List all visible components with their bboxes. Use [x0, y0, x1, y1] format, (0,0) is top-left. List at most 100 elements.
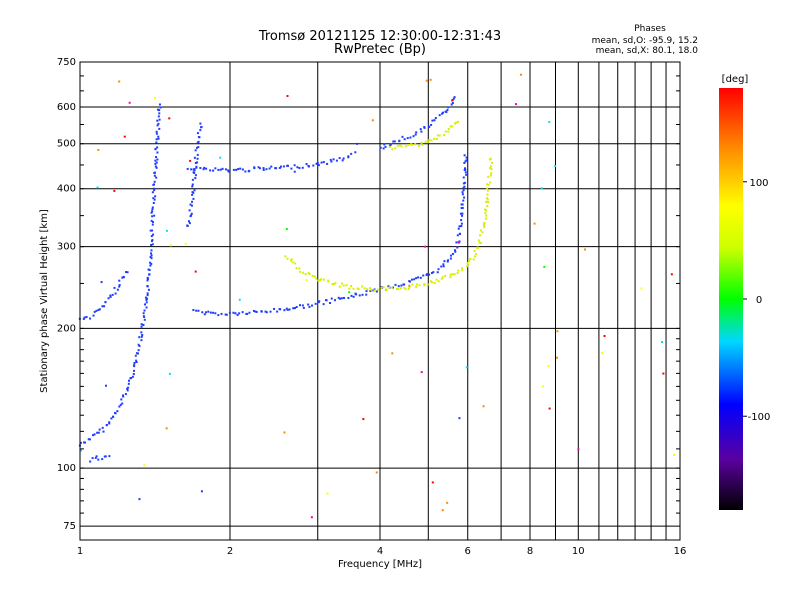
x-mode-point — [455, 121, 458, 124]
o-mode-point — [85, 316, 88, 319]
o-mode-point — [150, 257, 153, 260]
o-mode-point — [203, 166, 206, 169]
o-mode-point — [156, 119, 159, 122]
x-tick-label: 10 — [572, 546, 585, 557]
noise-point — [583, 248, 586, 251]
x-mode-point — [453, 122, 456, 125]
o-mode-point — [464, 171, 467, 174]
o-mode-point — [239, 167, 242, 170]
o-mode-point — [244, 170, 247, 173]
o-mode-point — [279, 308, 282, 311]
o-mode-point — [154, 165, 157, 168]
o-mode-point — [391, 286, 394, 289]
x-mode-point — [333, 282, 336, 285]
o-mode-point — [152, 197, 155, 200]
x-mode-point — [404, 145, 407, 148]
o-mode-point — [446, 259, 449, 262]
o-mode-point — [459, 212, 462, 215]
o-mode-point — [398, 139, 401, 142]
x-mode-point — [486, 183, 489, 186]
o-mode-point — [389, 143, 392, 146]
o-mode-point — [254, 310, 257, 313]
x-mode-point — [435, 278, 438, 281]
o-mode-point — [194, 162, 197, 165]
o-mode-point — [456, 246, 459, 249]
o-mode-point — [104, 455, 107, 458]
o-mode-point — [462, 187, 465, 190]
x-mode-point — [366, 288, 369, 291]
o-mode-point — [224, 313, 227, 316]
o-mode-point — [127, 386, 130, 389]
o-mode-point — [209, 311, 212, 314]
noise-point — [194, 270, 197, 273]
x-mode-point — [398, 144, 401, 147]
o-mode-point — [153, 174, 156, 177]
o-mode-point — [330, 160, 333, 163]
o-mode-point — [158, 103, 161, 106]
o-mode-point — [447, 106, 450, 109]
o-mode-point — [463, 185, 466, 188]
noise-point — [293, 170, 296, 173]
o-mode-point — [458, 225, 461, 228]
x-mode-point — [457, 120, 460, 123]
o-mode-point — [387, 285, 390, 288]
o-mode-point — [91, 457, 94, 460]
x-mode-point — [315, 277, 318, 280]
o-mode-point — [322, 161, 325, 164]
o-mode-point — [350, 152, 353, 155]
x-mode-point — [482, 224, 485, 227]
o-mode-point — [142, 315, 145, 318]
x-mode-point — [483, 226, 486, 229]
x-axis-label: Frequency [MHz] — [338, 559, 422, 570]
x-mode-point — [478, 241, 481, 244]
x-mode-point — [480, 242, 483, 245]
x-tick-label: 6 — [465, 546, 471, 557]
o-mode-point — [252, 309, 255, 312]
noise-point — [520, 73, 523, 76]
o-mode-point — [140, 339, 143, 342]
o-mode-point — [437, 268, 440, 271]
noise-point — [165, 229, 168, 232]
x-mode-point — [423, 283, 426, 286]
noise-point — [305, 279, 308, 282]
o-mode-point — [255, 310, 258, 313]
x-mode-point — [489, 166, 492, 169]
x-mode-point — [342, 284, 345, 287]
o-mode-point — [194, 177, 197, 180]
o-mode-point — [121, 276, 124, 279]
o-mode-point — [365, 293, 368, 296]
x-mode-point — [311, 274, 314, 277]
o-mode-point — [143, 303, 146, 306]
x-mode-point — [415, 285, 418, 288]
o-mode-point — [442, 111, 445, 114]
x-mode-point — [373, 289, 376, 292]
noise-point — [143, 464, 146, 467]
noise-point — [601, 351, 604, 354]
o-mode-point — [101, 305, 104, 308]
o-mode-point — [147, 288, 150, 291]
o-mode-point — [146, 278, 149, 281]
noise-point — [375, 471, 378, 474]
o-mode-point — [89, 460, 92, 463]
o-mode-point — [108, 455, 111, 458]
o-mode-point — [190, 204, 193, 207]
x-mode-point — [399, 287, 402, 290]
x-mode-point — [469, 257, 472, 260]
o-mode-point — [190, 214, 193, 217]
o-mode-point — [113, 286, 116, 289]
x-mode-point — [290, 258, 293, 261]
o-mode-point — [141, 333, 144, 336]
o-mode-point — [196, 161, 199, 164]
o-mode-point — [221, 167, 224, 170]
o-mode-point — [262, 168, 265, 171]
o-mode-point — [428, 125, 431, 128]
o-mode-point — [83, 441, 86, 444]
x-mode-point — [426, 141, 429, 144]
o-mode-point — [200, 126, 203, 129]
o-mode-point — [420, 130, 423, 133]
o-mode-point — [335, 159, 338, 162]
o-mode-point — [199, 129, 202, 132]
noise-point — [165, 427, 168, 430]
o-mode-point — [156, 158, 159, 161]
